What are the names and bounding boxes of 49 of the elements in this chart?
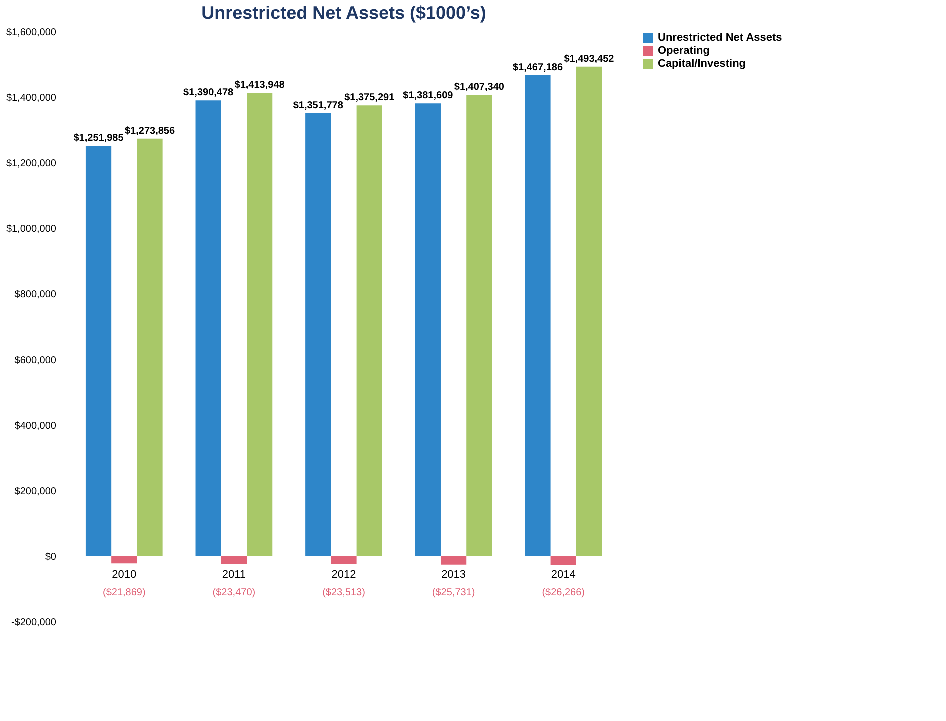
data-label: $1,390,478 [184, 88, 234, 99]
data-label: $1,351,778 [293, 100, 344, 112]
bar [112, 556, 138, 564]
bar [440, 556, 467, 565]
data-label: ($23,513) [322, 587, 366, 598]
y-tick-label: $200,000 [14, 486, 57, 498]
y-tick-label: -$200,000 [11, 618, 57, 628]
x-tick-label: 2010 [112, 568, 137, 581]
y-tick-label: $400,000 [14, 420, 57, 432]
bar [550, 556, 576, 566]
y-tick-label: $600,000 [14, 355, 57, 366]
bar [466, 95, 492, 556]
x-tick-label: 2012 [332, 568, 356, 581]
chart-title: Unrestricted Net Assets ($1000’s) [202, 3, 486, 23]
data-label: $1,375,291 [344, 92, 396, 104]
data-label: ($26,266) [542, 587, 586, 598]
bar [221, 556, 248, 564]
legend-label: Unrestricted Net Assets [658, 32, 782, 44]
data-label: ($25,731) [432, 587, 476, 598]
y-tick-label: $800,000 [14, 290, 57, 301]
legend-label: Operating [658, 45, 710, 57]
bar [331, 556, 357, 564]
data-label: $1,273,856 [124, 126, 176, 137]
bar [247, 92, 273, 556]
y-tick-label: $1,000,000 [6, 224, 57, 236]
data-label: $1,381,609 [403, 90, 454, 102]
data-label: ($21,869) [102, 587, 146, 598]
y-tick-label: $1,600,000 [6, 28, 57, 38]
x-tick-label: 2014 [551, 568, 576, 581]
bar [356, 106, 382, 556]
bar [576, 66, 602, 556]
data-label: $1,407,340 [454, 82, 505, 94]
y-tick-label: $1,200,000 [6, 158, 57, 170]
x-tick-label: 2013 [442, 568, 466, 581]
data-label: $1,251,985 [74, 133, 124, 144]
bar [525, 76, 551, 556]
data-label: $1,413,948 [234, 80, 286, 91]
data-label: ($23,470) [212, 587, 256, 598]
x-tick-label: 2011 [222, 568, 246, 581]
y-tick-label: $0 [45, 552, 57, 563]
bar [415, 104, 441, 556]
y-tick-label: $1,400,000 [6, 93, 57, 104]
data-label: $1,493,452 [564, 54, 615, 65]
bar [306, 113, 332, 556]
data-label: $1,467,186 [512, 62, 564, 74]
legend-label: Capital/Investing [658, 58, 746, 70]
bar [86, 146, 112, 556]
bar [196, 100, 222, 556]
bar [137, 138, 163, 556]
